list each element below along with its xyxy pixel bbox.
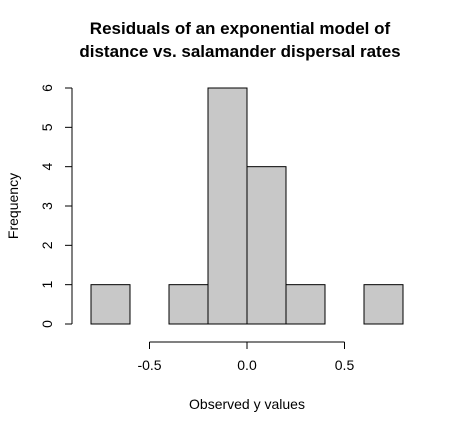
y-tick-label: 5 xyxy=(39,123,55,131)
x-axis-ticks: -0.5 0.0 0.5 xyxy=(137,342,354,373)
y-tick-label: 1 xyxy=(39,281,55,289)
y-axis-ticks: 0 1 2 3 4 5 6 xyxy=(39,84,72,328)
y-axis-label: Frequency xyxy=(5,173,21,239)
chart-title-line-2: distance vs. salamander dispersal rates xyxy=(79,42,400,61)
y-tick-label: 2 xyxy=(39,241,55,249)
histogram-bar xyxy=(207,87,248,325)
x-tick-label: -0.5 xyxy=(137,357,161,373)
x-tick-label: 0.5 xyxy=(335,357,355,373)
x-tick-label: 0.0 xyxy=(237,357,257,373)
histogram-bar xyxy=(363,284,404,325)
x-axis-label: Observed y values xyxy=(189,396,305,412)
y-tick-label: 4 xyxy=(39,163,55,171)
chart-title-line-1: Residuals of an exponential model of xyxy=(90,19,391,38)
histogram-bar xyxy=(168,284,209,325)
y-tick-label: 3 xyxy=(39,202,55,210)
histogram-bar xyxy=(246,166,287,325)
y-tick-label: 6 xyxy=(39,84,55,92)
histogram-bar xyxy=(90,284,131,325)
y-tick-label: 0 xyxy=(39,320,55,328)
histogram-bars xyxy=(90,87,404,325)
histogram-bar xyxy=(285,284,326,325)
